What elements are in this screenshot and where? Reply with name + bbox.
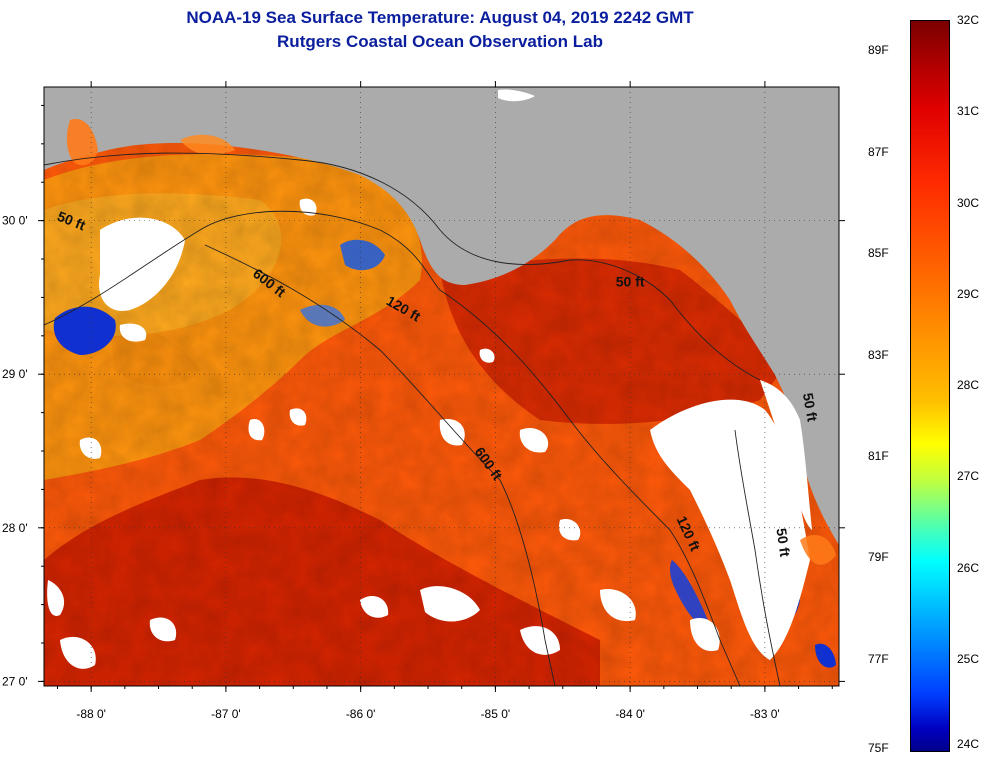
contour-120ft bbox=[43, 210, 741, 687]
colorbar-fahrenheit-label: 87F bbox=[868, 144, 889, 159]
bay bbox=[66, 119, 98, 166]
colorbar-fahrenheit-label: 75F bbox=[868, 741, 889, 755]
cold-patch bbox=[300, 304, 345, 327]
colorbar-celsius-label: 29C bbox=[957, 286, 980, 301]
lat-tick-label: 30 0' bbox=[2, 214, 28, 228]
map-frame bbox=[43, 86, 840, 687]
colorbar-celsius-label: 28C bbox=[957, 378, 980, 392]
cold-patch bbox=[670, 560, 710, 626]
contour-50ft bbox=[43, 152, 761, 381]
contour-depth-label: 50 ft bbox=[800, 392, 821, 423]
contour-600ft bbox=[204, 244, 556, 687]
lat-tick-label: 28 0' bbox=[2, 521, 28, 535]
colorbar-celsius-label: 27C bbox=[957, 469, 980, 484]
colorbar-fahrenheit-label: 89F bbox=[868, 43, 889, 58]
cloud-cover bbox=[47, 198, 810, 669]
colorbar-fahrenheit-label: 79F bbox=[868, 550, 889, 565]
land-mass bbox=[44, 87, 839, 545]
colorbar-fahrenheit-label: 81F bbox=[868, 448, 889, 463]
cloud-cover bbox=[760, 380, 812, 530]
bay bbox=[180, 134, 235, 156]
cold-patch bbox=[340, 239, 385, 271]
map-subtitle: Rutgers Coastal Ocean Observation Lab bbox=[277, 32, 603, 51]
lon-tick-label: -84 0' bbox=[615, 707, 645, 721]
colorbar-celsius-label: 24C bbox=[957, 737, 980, 751]
colorbar-celsius-label: 31C bbox=[957, 104, 980, 119]
colorbar-fahrenheit-label: 83F bbox=[868, 347, 889, 362]
lon-tick-label: -87 0' bbox=[211, 707, 241, 721]
cloud-cover bbox=[498, 89, 535, 102]
depth-contours bbox=[43, 152, 781, 687]
lon-tick-label: -83 0' bbox=[750, 707, 780, 721]
lon-tick-label: -86 0' bbox=[346, 707, 376, 721]
cold-patch bbox=[815, 643, 836, 668]
colorbar-fahrenheit-label: 77F bbox=[868, 651, 889, 666]
lat-tick-label: 27 0' bbox=[2, 674, 28, 688]
colorbar-celsius-label: 30C bbox=[957, 195, 980, 210]
contour-depth-label: 50 ft bbox=[616, 274, 645, 290]
colorbar-celsius-label: 26C bbox=[957, 560, 980, 575]
map-title: NOAA-19 Sea Surface Temperature: August … bbox=[186, 8, 694, 27]
colorbar-celsius-label: 32C bbox=[957, 13, 980, 27]
lon-tick-label: -85 0' bbox=[481, 707, 511, 721]
lon-tick-label: -88 0' bbox=[76, 707, 106, 721]
contour-50ft-south bbox=[734, 429, 781, 687]
colorbar-celsius-label: 25C bbox=[957, 651, 980, 666]
bay bbox=[800, 535, 836, 565]
temperature-colorbar bbox=[910, 20, 950, 752]
contour-depth-label: 50 ft bbox=[773, 527, 793, 558]
cold-patch bbox=[53, 306, 116, 355]
lat-tick-label: 29 0' bbox=[2, 367, 28, 381]
colorbar-fahrenheit-label: 85F bbox=[868, 246, 889, 261]
